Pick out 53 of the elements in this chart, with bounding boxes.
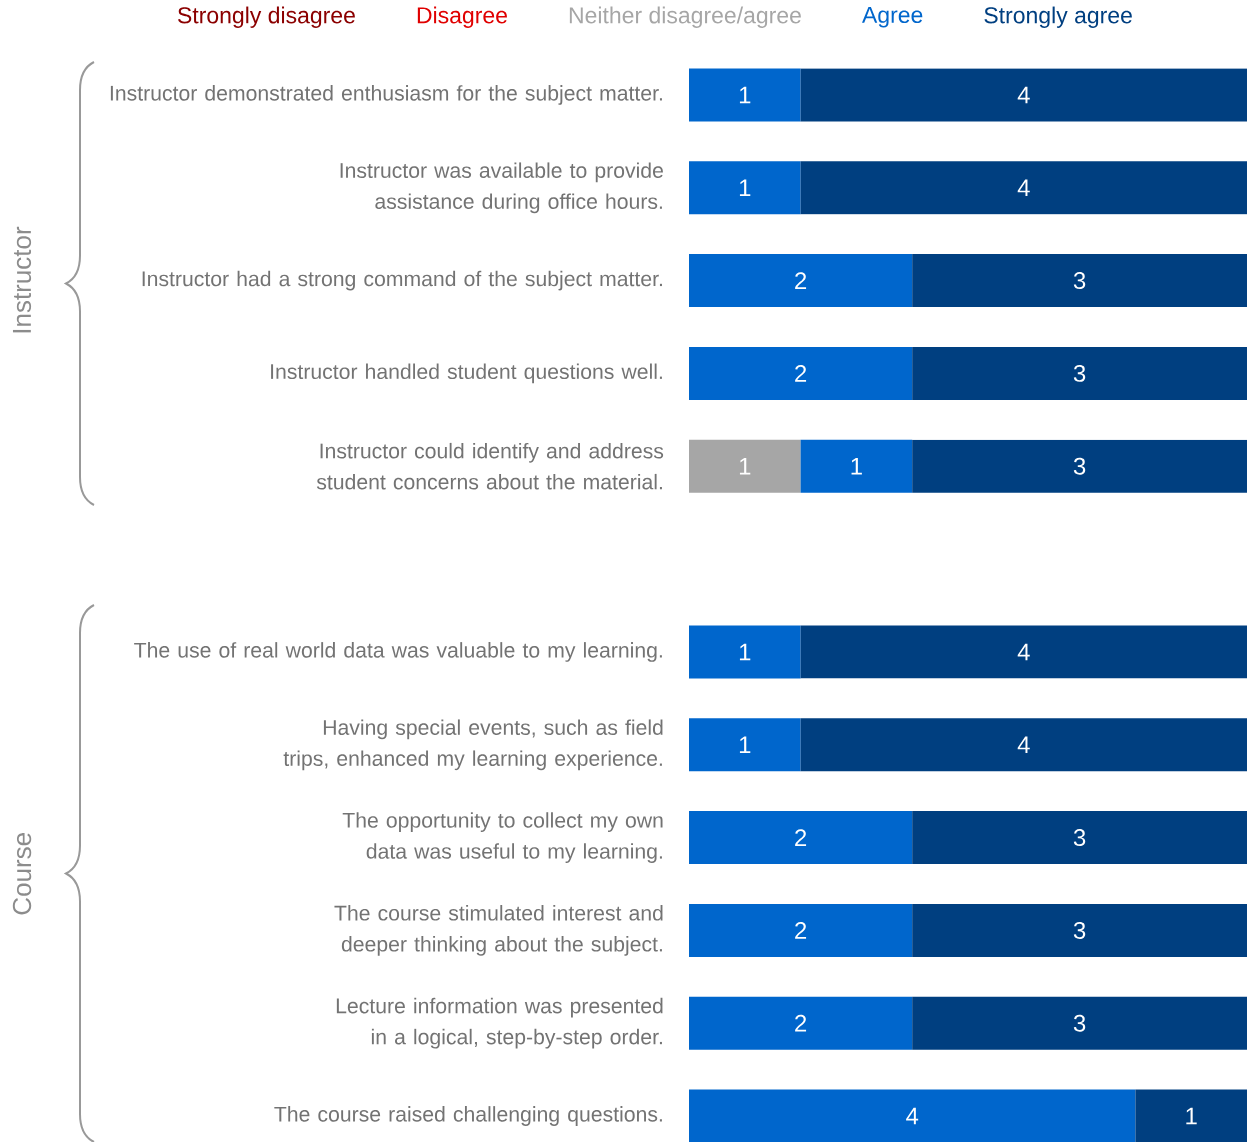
data-label: 1 xyxy=(739,643,751,661)
y-tick-label: Having special events, such as field trips, enhanced my learning experience. xyxy=(283,719,663,771)
legend-label: Strongly disagree xyxy=(178,6,355,28)
bar xyxy=(912,903,1247,957)
y-tick-label: Instructor had a strong command of the subject matter. xyxy=(142,270,662,291)
data-label: 3 xyxy=(1073,1014,1086,1032)
y-tick-label: Instructor demonstrated enthusiasm for the subject matter. xyxy=(110,85,662,105)
text: Agree xyxy=(862,6,923,28)
bar xyxy=(689,903,913,957)
legend-label: Disagree xyxy=(417,6,507,28)
data-label: 1 xyxy=(739,86,751,104)
y-tick-label: The opportunity to collect my own data was useful to my learning. xyxy=(342,812,663,863)
data-label: 1 xyxy=(1186,1107,1197,1125)
data-label: 4 xyxy=(1017,86,1030,104)
data-label: 1 xyxy=(739,736,751,754)
bar xyxy=(689,996,913,1050)
data-label: 4 xyxy=(1017,643,1030,661)
data-label: 2 xyxy=(795,829,807,846)
bar xyxy=(912,811,1247,865)
text: Neither disagree/agree xyxy=(569,6,801,28)
data-label: 3 xyxy=(1073,272,1086,290)
y-tick-label: The course raised challenging questions. xyxy=(274,1106,662,1126)
data-label: 3 xyxy=(1073,364,1086,382)
data-label: 2 xyxy=(795,922,807,939)
data-label: 1 xyxy=(739,179,751,197)
data-label: 1 xyxy=(851,457,862,475)
y-tick-label: The use of real world data was valuable to my learning. xyxy=(134,642,662,662)
data-label: 4 xyxy=(1017,179,1030,197)
data-label: 3 xyxy=(1073,921,1086,939)
bar xyxy=(1135,1089,1247,1142)
bar xyxy=(689,718,801,772)
bar xyxy=(689,625,801,679)
data-label: 3 xyxy=(1073,457,1086,475)
series-label: Strongly agree xyxy=(984,6,1132,28)
y-tick-label: Instructor handled student questions well. xyxy=(271,363,662,384)
data-label: 1 xyxy=(739,457,751,475)
data-label: 3 xyxy=(1073,829,1086,847)
y-tick-label: Instructor was available to provide assistance during office hours. xyxy=(340,162,663,214)
y-tick-label: Lecture information was presented in a logical, step-by-step order. xyxy=(336,997,663,1049)
data-label: 2 xyxy=(795,1014,807,1032)
bar xyxy=(800,718,1247,772)
y-axis-title: Course xyxy=(12,833,32,915)
bar xyxy=(689,1089,1136,1142)
y-tick-label: The course stimulated interest and deeper thinking about the subject. xyxy=(334,905,663,956)
data-label: 4 xyxy=(906,1107,919,1125)
data-label: 2 xyxy=(795,365,807,382)
bar xyxy=(800,625,1247,679)
bar xyxy=(689,811,913,865)
bar xyxy=(912,996,1247,1050)
data-label: 2 xyxy=(795,272,807,289)
y-tick-label: Instructor could identify and address student concerns about the material. xyxy=(316,442,664,490)
y-axis-title: Instructor xyxy=(12,226,32,333)
data-label: 4 xyxy=(1017,736,1030,754)
